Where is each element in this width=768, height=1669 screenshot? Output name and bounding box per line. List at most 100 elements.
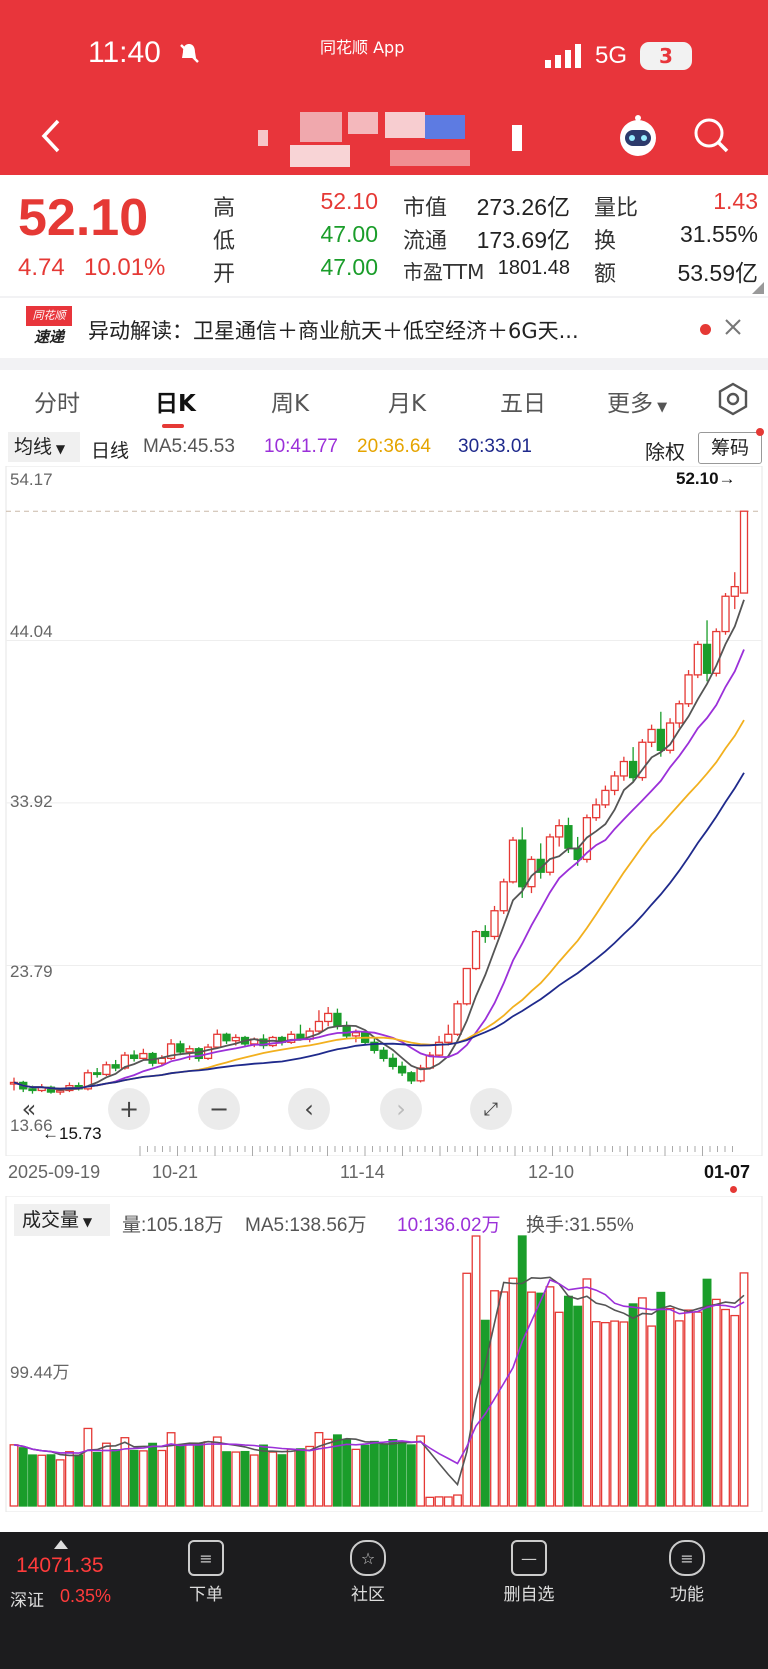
- chip-dot: [756, 428, 764, 436]
- fullscreen-button[interactable]: ⤢: [470, 1088, 512, 1130]
- order-button[interactable]: ≡ 下单: [146, 1540, 266, 1605]
- volume-bar: [277, 1454, 287, 1507]
- volume-frame: [5, 1196, 763, 1512]
- tab-intraday[interactable]: 分时: [34, 391, 80, 417]
- volume-selector[interactable]: 成交量 ▼: [14, 1204, 110, 1236]
- volume-bar: [286, 1448, 296, 1507]
- volume-bar: [342, 1439, 352, 1507]
- adjust-toggle[interactable]: 除权: [645, 442, 685, 464]
- volume-bar: [379, 1443, 389, 1507]
- tab-daily-k[interactable]: 日K: [155, 391, 196, 417]
- chart-settings-icon[interactable]: [716, 382, 750, 416]
- tab-more[interactable]: 更多 ▼: [607, 391, 668, 417]
- volume-bar: [656, 1291, 666, 1507]
- close-icon[interactable]: [722, 316, 744, 338]
- candle-body: [573, 847, 582, 861]
- volume-bar: [9, 1444, 19, 1507]
- candle-body: [453, 1003, 462, 1035]
- news-ticker[interactable]: 同花顺 速递 异动解读：卫星通信＋商业航天＋低空经济＋6G天...: [0, 298, 768, 358]
- volume-bar: [388, 1439, 398, 1507]
- candle-body: [379, 1049, 388, 1060]
- volume-bar: [434, 1496, 444, 1507]
- high-value: 52.10: [320, 188, 378, 214]
- remove-watchlist-button[interactable]: — 删自选: [469, 1540, 589, 1605]
- order-icon: ≡: [188, 1540, 224, 1576]
- candle-body: [397, 1065, 407, 1074]
- volume-bar: [305, 1445, 315, 1507]
- volume-bar: [684, 1309, 694, 1507]
- candle-body: [555, 825, 564, 838]
- volume-bar: [536, 1292, 546, 1507]
- volume-bar: [185, 1444, 195, 1507]
- scroll-left-button[interactable]: ‹: [288, 1088, 330, 1130]
- ma5-line: [13, 599, 745, 1091]
- candle-body: [499, 881, 508, 912]
- candle-body: [166, 1043, 176, 1060]
- low-label: 低: [213, 229, 236, 254]
- volume-bar: [406, 1444, 416, 1507]
- network-type: 5G: [595, 42, 628, 69]
- volume-bar: [573, 1305, 583, 1507]
- news-text: 异动解读：卫星通信＋商业航天＋低空经济＋6G天...: [88, 319, 579, 343]
- volume-bar: [101, 1442, 111, 1507]
- community-button[interactable]: ☆ 社区: [308, 1540, 428, 1605]
- candle-body: [111, 1064, 120, 1069]
- ma30-value: 30:33.01: [458, 436, 532, 457]
- volume-bar: [259, 1444, 268, 1507]
- collapse-left-icon[interactable]: «: [21, 1095, 37, 1123]
- chip-button[interactable]: 筹码: [698, 432, 762, 464]
- index-name: 深证: [10, 1591, 44, 1611]
- candle-body: [129, 1054, 139, 1060]
- zoom-out-button[interactable]: −: [198, 1088, 240, 1130]
- price-change-pct: 10.01%: [84, 254, 166, 281]
- volume-bar: [111, 1449, 121, 1507]
- candle-body: [712, 630, 721, 674]
- ma20-value: 20:36.64: [357, 436, 431, 457]
- index-value[interactable]: 14071.35: [16, 1554, 104, 1577]
- tab-five-day[interactable]: 五日: [500, 391, 546, 417]
- kline-chart[interactable]: [0, 466, 768, 1156]
- chart-frame: [5, 466, 763, 1156]
- volume-bar: [92, 1451, 102, 1507]
- back-icon[interactable]: [36, 118, 66, 154]
- functions-button[interactable]: ≡ 功能: [627, 1540, 747, 1605]
- open-label: 开: [213, 262, 236, 287]
- low-value: 47.00: [320, 221, 378, 247]
- candle-body: [407, 1072, 416, 1082]
- float-label: 流通: [403, 229, 448, 254]
- up-arrow-icon: [54, 1540, 68, 1549]
- pe-value: 1801.48: [497, 257, 570, 279]
- candle-body: [416, 1067, 425, 1082]
- candle-body: [564, 825, 573, 849]
- zoom-in-button[interactable]: +: [108, 1088, 150, 1130]
- volume-bar: [212, 1436, 222, 1507]
- volume-bar: [702, 1278, 712, 1507]
- volume-bar: [28, 1454, 37, 1507]
- volume-bar: [693, 1311, 703, 1507]
- candle-body: [665, 722, 675, 751]
- x-tick: 01-07: [704, 1162, 751, 1182]
- candle-body: [444, 1033, 453, 1043]
- volume-bar: [296, 1448, 305, 1507]
- candle-body: [684, 674, 693, 705]
- volume-bar: [148, 1442, 158, 1507]
- tab-weekly-k[interactable]: 周K: [271, 391, 310, 417]
- turnover-label: 换: [594, 229, 617, 254]
- volume-ma10-line: [13, 1278, 745, 1465]
- volume-bar: [619, 1321, 629, 1507]
- volume-ratio-label: 量比: [594, 196, 639, 221]
- pe-label: 市盈TTM: [403, 260, 485, 284]
- candle-body: [628, 760, 638, 779]
- scroll-right-button[interactable]: ›: [380, 1088, 422, 1130]
- period-label: 日线: [91, 441, 130, 462]
- open-value: 47.00: [320, 254, 378, 280]
- ma30-line: [13, 772, 745, 1090]
- volume-bar: [416, 1435, 426, 1507]
- search-icon[interactable]: [692, 116, 730, 154]
- candle-body: [388, 1057, 398, 1068]
- y-tick: 23.79: [10, 962, 53, 981]
- volume-ratio-value: 1.43: [713, 188, 758, 214]
- tab-monthly-k[interactable]: 月K: [388, 391, 427, 417]
- ma-selector[interactable]: 均线 ▼: [8, 432, 80, 462]
- robot-assistant-icon[interactable]: [615, 112, 661, 158]
